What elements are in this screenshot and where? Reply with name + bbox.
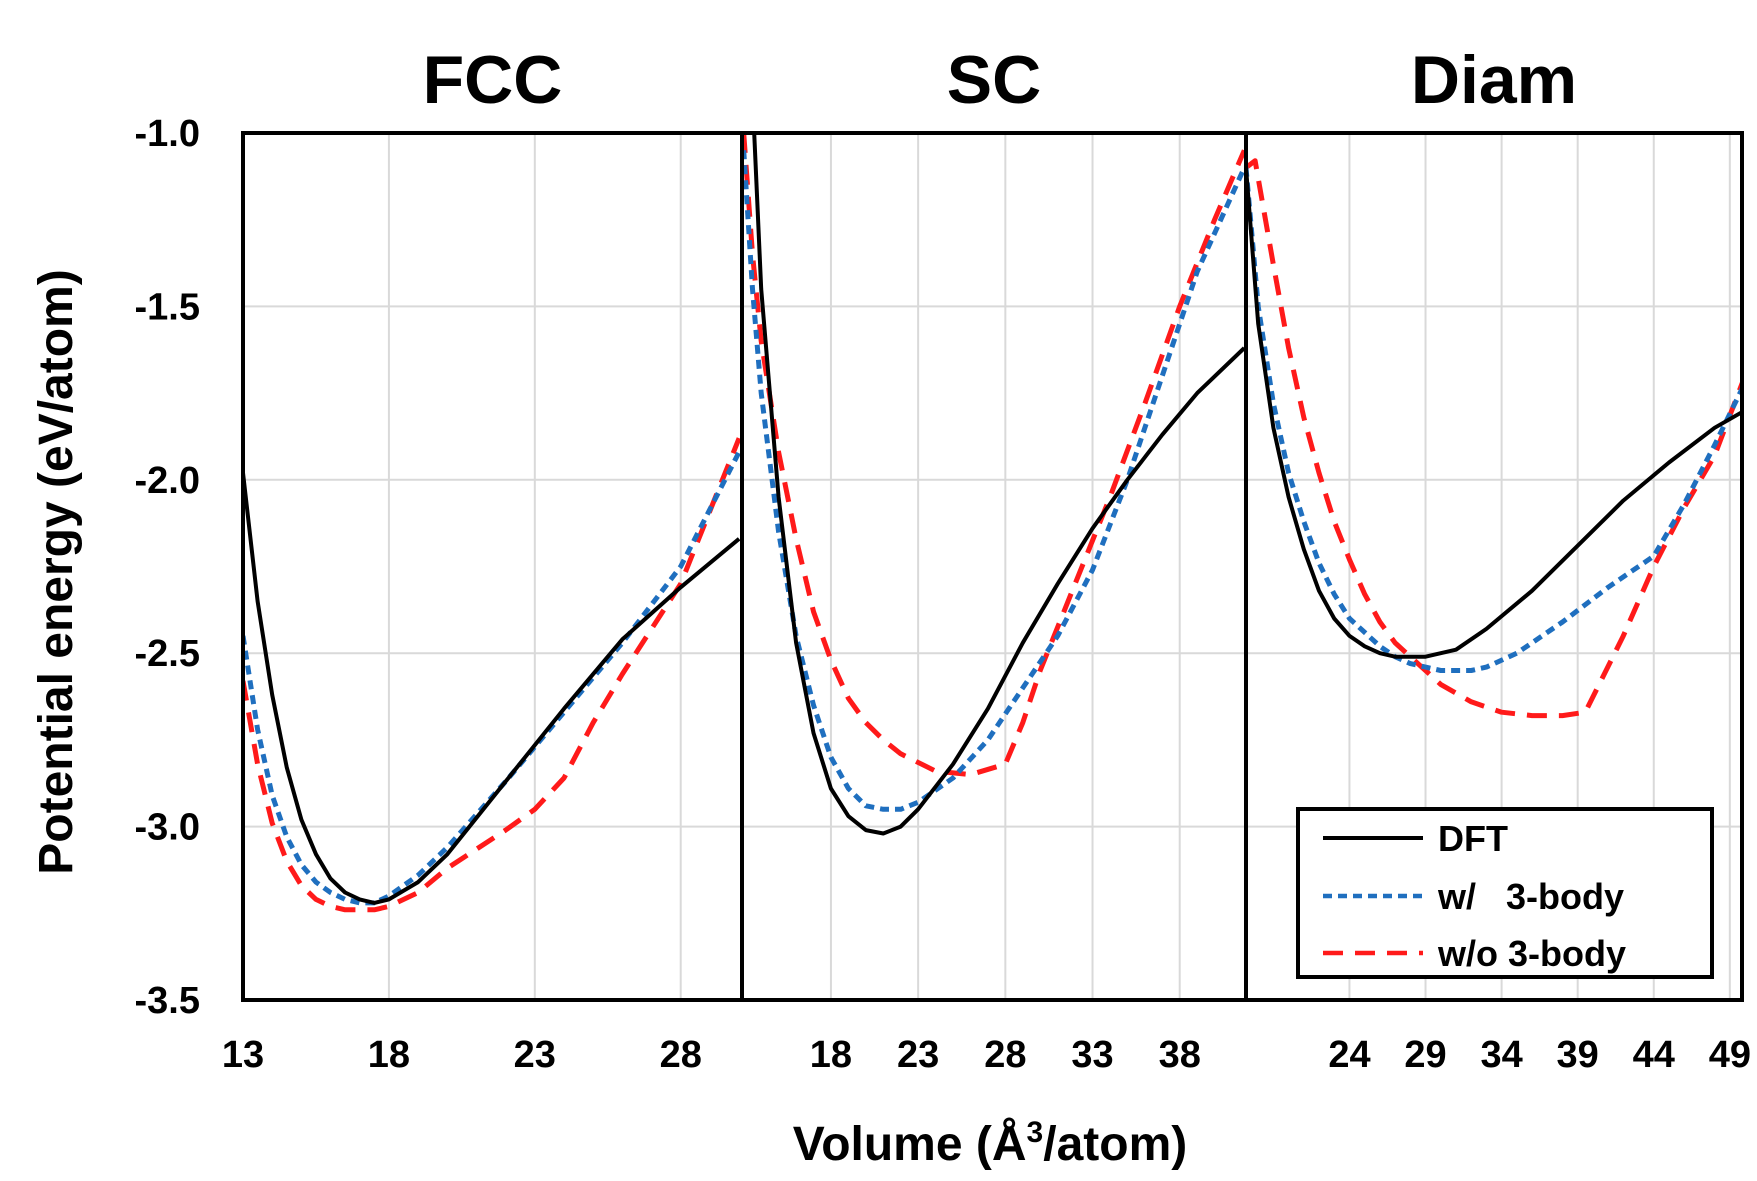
series-line-dft-sc [752, 132, 1246, 836]
panel-series-diam [1246, 158, 1742, 719]
x-tick-label-sc: 38 [1159, 1034, 1201, 1076]
x-tick-label-sc: 23 [897, 1034, 939, 1076]
x-tick-label-fcc: 28 [660, 1034, 702, 1076]
panel-frame-fcc [241, 131, 744, 1002]
panel-title-sc: SC [947, 42, 1041, 118]
legend-label-dft: DFT [1438, 818, 1508, 859]
series-layer [243, 132, 1742, 913]
title-layer: FCC SC Diam [423, 42, 1578, 118]
x-tick-label-diam: 24 [1328, 1034, 1370, 1076]
y-tick-label: -3.5 [135, 980, 200, 1022]
series-line-with-3-body-diam [1246, 167, 1742, 673]
x-tick-label-diam: 39 [1557, 1034, 1599, 1076]
series-line-with-3-body-sc [742, 150, 1246, 812]
x-axis-title-superscript: 3 [1027, 1116, 1044, 1149]
x-tick-label-sc: 28 [984, 1034, 1026, 1076]
series-line-without-3-body-fcc [243, 437, 742, 913]
series-line-dft-fcc [243, 472, 741, 905]
x-axis-title-main: Volume (Å [793, 1117, 1027, 1171]
x-tick-label-diam: 34 [1480, 1034, 1522, 1076]
x-tick-label-diam: 49 [1709, 1034, 1751, 1076]
legend-label-without-3-body: w/o 3-body [1437, 933, 1626, 974]
x-tick-label-fcc: 18 [368, 1034, 410, 1076]
x-tick-label-diam: 29 [1404, 1034, 1446, 1076]
y-tick-label: -2.5 [135, 633, 200, 675]
y-tick-label: -2.0 [135, 460, 200, 502]
x-tick-label-fcc: 23 [514, 1034, 556, 1076]
y-tick-label: -1.0 [135, 113, 200, 155]
tick-layer: -1.0 -1.5 -2.0 -2.5 -3.0 -3.5 13 18 23 28 18 23 28 33… [135, 113, 1751, 1076]
x-tick-label-fcc: 13 [222, 1034, 264, 1076]
x-tick-label-sc: 33 [1071, 1034, 1113, 1076]
series-line-without-3-body-diam [1246, 158, 1742, 719]
panel-series-fcc [243, 437, 742, 913]
legend-label-with-3-body: w/ 3-body [1437, 876, 1624, 917]
x-axis-title: Volume (Å3/atom) [793, 1116, 1187, 1171]
y-tick-label: -1.5 [135, 286, 200, 328]
panel-series-sc [742, 132, 1246, 836]
series-line-with-3-body-fcc [243, 450, 742, 906]
x-tick-label-diam: 44 [1633, 1034, 1675, 1076]
x-tick-label-sc: 18 [810, 1034, 852, 1076]
legend: DFT w/ 3-body w/o 3-body [1296, 807, 1714, 979]
y-tick-label: -3.0 [135, 807, 200, 849]
panel-frame-diam [1244, 131, 1744, 1002]
frame-layer [241, 131, 1744, 1002]
panel-frame-sc [740, 131, 1248, 1002]
y-axis-title: Potential energy (eV/atom) [30, 269, 83, 874]
series-line-dft-diam [1246, 167, 1742, 659]
x-axis-title-tail: /atom) [1043, 1118, 1187, 1171]
series-line-without-3-body-sc [742, 132, 1246, 778]
panel-title-diam: Diam [1411, 42, 1577, 118]
panel-title-fcc: FCC [423, 42, 563, 118]
